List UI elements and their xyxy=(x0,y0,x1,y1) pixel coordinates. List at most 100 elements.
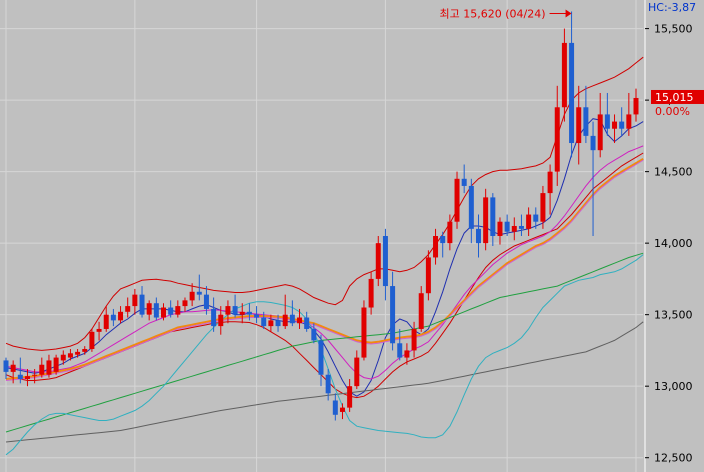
line-cyan xyxy=(5,254,644,456)
candle-body xyxy=(82,348,88,352)
candle-body xyxy=(361,307,367,358)
candle-body xyxy=(225,306,231,315)
candle xyxy=(254,306,260,324)
candle-body xyxy=(440,236,446,244)
candle xyxy=(361,300,367,361)
candle-body xyxy=(404,350,410,358)
candle-body xyxy=(75,351,81,355)
candle xyxy=(318,334,324,387)
candle-body xyxy=(161,307,166,318)
candle-body xyxy=(425,257,431,294)
candle xyxy=(282,294,288,329)
candle-body xyxy=(103,314,109,329)
candle xyxy=(633,88,639,122)
candle-body xyxy=(547,171,553,194)
candle-body xyxy=(254,314,260,318)
candle xyxy=(103,306,109,332)
candle xyxy=(297,308,303,329)
candle xyxy=(261,311,267,329)
candle xyxy=(211,297,217,332)
candle xyxy=(153,297,159,321)
candle-body xyxy=(626,114,632,129)
candle xyxy=(583,85,589,144)
candle-body xyxy=(390,286,396,344)
candle xyxy=(304,311,310,332)
high-annotation: 최고 15,620 (04/24) xyxy=(440,7,572,20)
candle xyxy=(39,357,45,378)
candle xyxy=(139,286,145,318)
candle-body xyxy=(597,114,603,151)
candle xyxy=(89,328,95,352)
candle-body xyxy=(268,320,274,327)
candle xyxy=(626,92,632,136)
line-ma10 xyxy=(5,145,644,380)
candle xyxy=(526,207,532,236)
y-tick-label: 14,500 xyxy=(654,166,693,179)
candle-body xyxy=(490,197,496,236)
y-tick-label: 13,500 xyxy=(654,309,693,322)
candle-body xyxy=(619,121,625,129)
candle xyxy=(232,294,238,318)
candle-body xyxy=(454,178,460,222)
candle-body xyxy=(304,317,310,329)
candle-body xyxy=(67,353,73,358)
candle-body xyxy=(375,243,381,279)
candle xyxy=(60,350,66,365)
candle-body xyxy=(146,303,152,315)
candle xyxy=(24,369,30,387)
candle-body xyxy=(182,300,188,307)
candle xyxy=(339,403,345,420)
candle xyxy=(425,250,431,301)
candle-body xyxy=(554,107,560,172)
candle xyxy=(476,214,481,258)
candle-body xyxy=(332,400,338,415)
candle-body xyxy=(347,386,353,408)
candle xyxy=(619,107,625,136)
candle xyxy=(246,303,252,321)
candle xyxy=(325,369,331,401)
current-price-badge xyxy=(651,89,704,104)
candle-body xyxy=(604,114,610,129)
y-tick-label: 13,000 xyxy=(654,380,693,393)
candle-body xyxy=(561,42,567,108)
candle-body xyxy=(60,354,66,361)
candle xyxy=(118,306,124,324)
candle xyxy=(268,314,274,332)
current-price-box: 15,015 0.00% xyxy=(651,89,704,118)
candle xyxy=(289,300,295,327)
high-annotation-label: 최고 15,620 (04/24) xyxy=(440,7,546,20)
candle xyxy=(354,350,360,390)
candle xyxy=(454,171,460,229)
candle-body xyxy=(89,331,95,349)
candle xyxy=(433,228,439,265)
candle xyxy=(497,217,503,245)
y-tick-label: 14,000 xyxy=(654,237,693,250)
candle xyxy=(561,28,567,122)
candle xyxy=(411,321,417,358)
candle-body xyxy=(612,121,618,129)
candle-body xyxy=(397,343,403,358)
candle-body xyxy=(10,364,16,372)
candle-body xyxy=(354,357,360,387)
candle xyxy=(332,393,338,421)
candle-body xyxy=(139,294,145,315)
candle-body xyxy=(168,307,174,315)
candle xyxy=(547,164,553,215)
candle-body xyxy=(282,314,288,327)
candle-body xyxy=(311,328,317,341)
candle xyxy=(468,178,474,244)
candle xyxy=(46,354,52,378)
candle-body xyxy=(17,374,23,380)
candle xyxy=(404,343,410,365)
candle-body xyxy=(504,221,510,232)
candle xyxy=(175,300,181,318)
line-ma60 xyxy=(5,252,644,433)
candle-body xyxy=(518,225,524,229)
candle xyxy=(3,357,9,380)
candle xyxy=(168,300,174,318)
high-annotation-arrowhead xyxy=(565,9,572,18)
y-axis-panel xyxy=(645,0,704,472)
candle-body xyxy=(382,236,388,287)
candle-body xyxy=(261,317,267,327)
candle xyxy=(182,297,188,312)
